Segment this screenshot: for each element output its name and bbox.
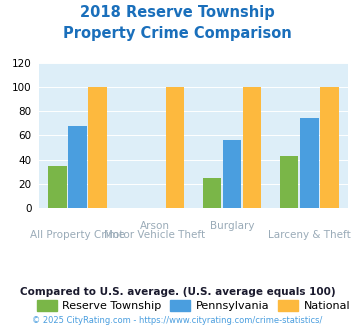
Bar <box>203 178 221 208</box>
Text: Compared to U.S. average. (U.S. average equals 100): Compared to U.S. average. (U.S. average … <box>20 287 335 297</box>
Bar <box>69 126 87 208</box>
Bar <box>48 166 67 208</box>
Bar <box>300 118 318 208</box>
Text: Larceny & Theft: Larceny & Theft <box>268 230 351 240</box>
Text: Property Crime Comparison: Property Crime Comparison <box>63 26 292 41</box>
Text: Burglary: Burglary <box>210 221 254 231</box>
Text: © 2025 CityRating.com - https://www.cityrating.com/crime-statistics/: © 2025 CityRating.com - https://www.city… <box>32 315 323 325</box>
Bar <box>166 87 184 208</box>
Bar <box>88 87 107 208</box>
Legend: Reserve Township, Pennsylvania, National: Reserve Township, Pennsylvania, National <box>32 295 355 315</box>
Bar <box>243 87 261 208</box>
Bar <box>223 140 241 208</box>
Text: Motor Vehicle Theft: Motor Vehicle Theft <box>104 230 206 240</box>
Bar <box>320 87 339 208</box>
Text: 2018 Reserve Township: 2018 Reserve Township <box>80 5 275 20</box>
Text: All Property Crime: All Property Crime <box>30 230 125 240</box>
Bar <box>280 156 299 208</box>
Text: Arson: Arson <box>140 221 170 231</box>
